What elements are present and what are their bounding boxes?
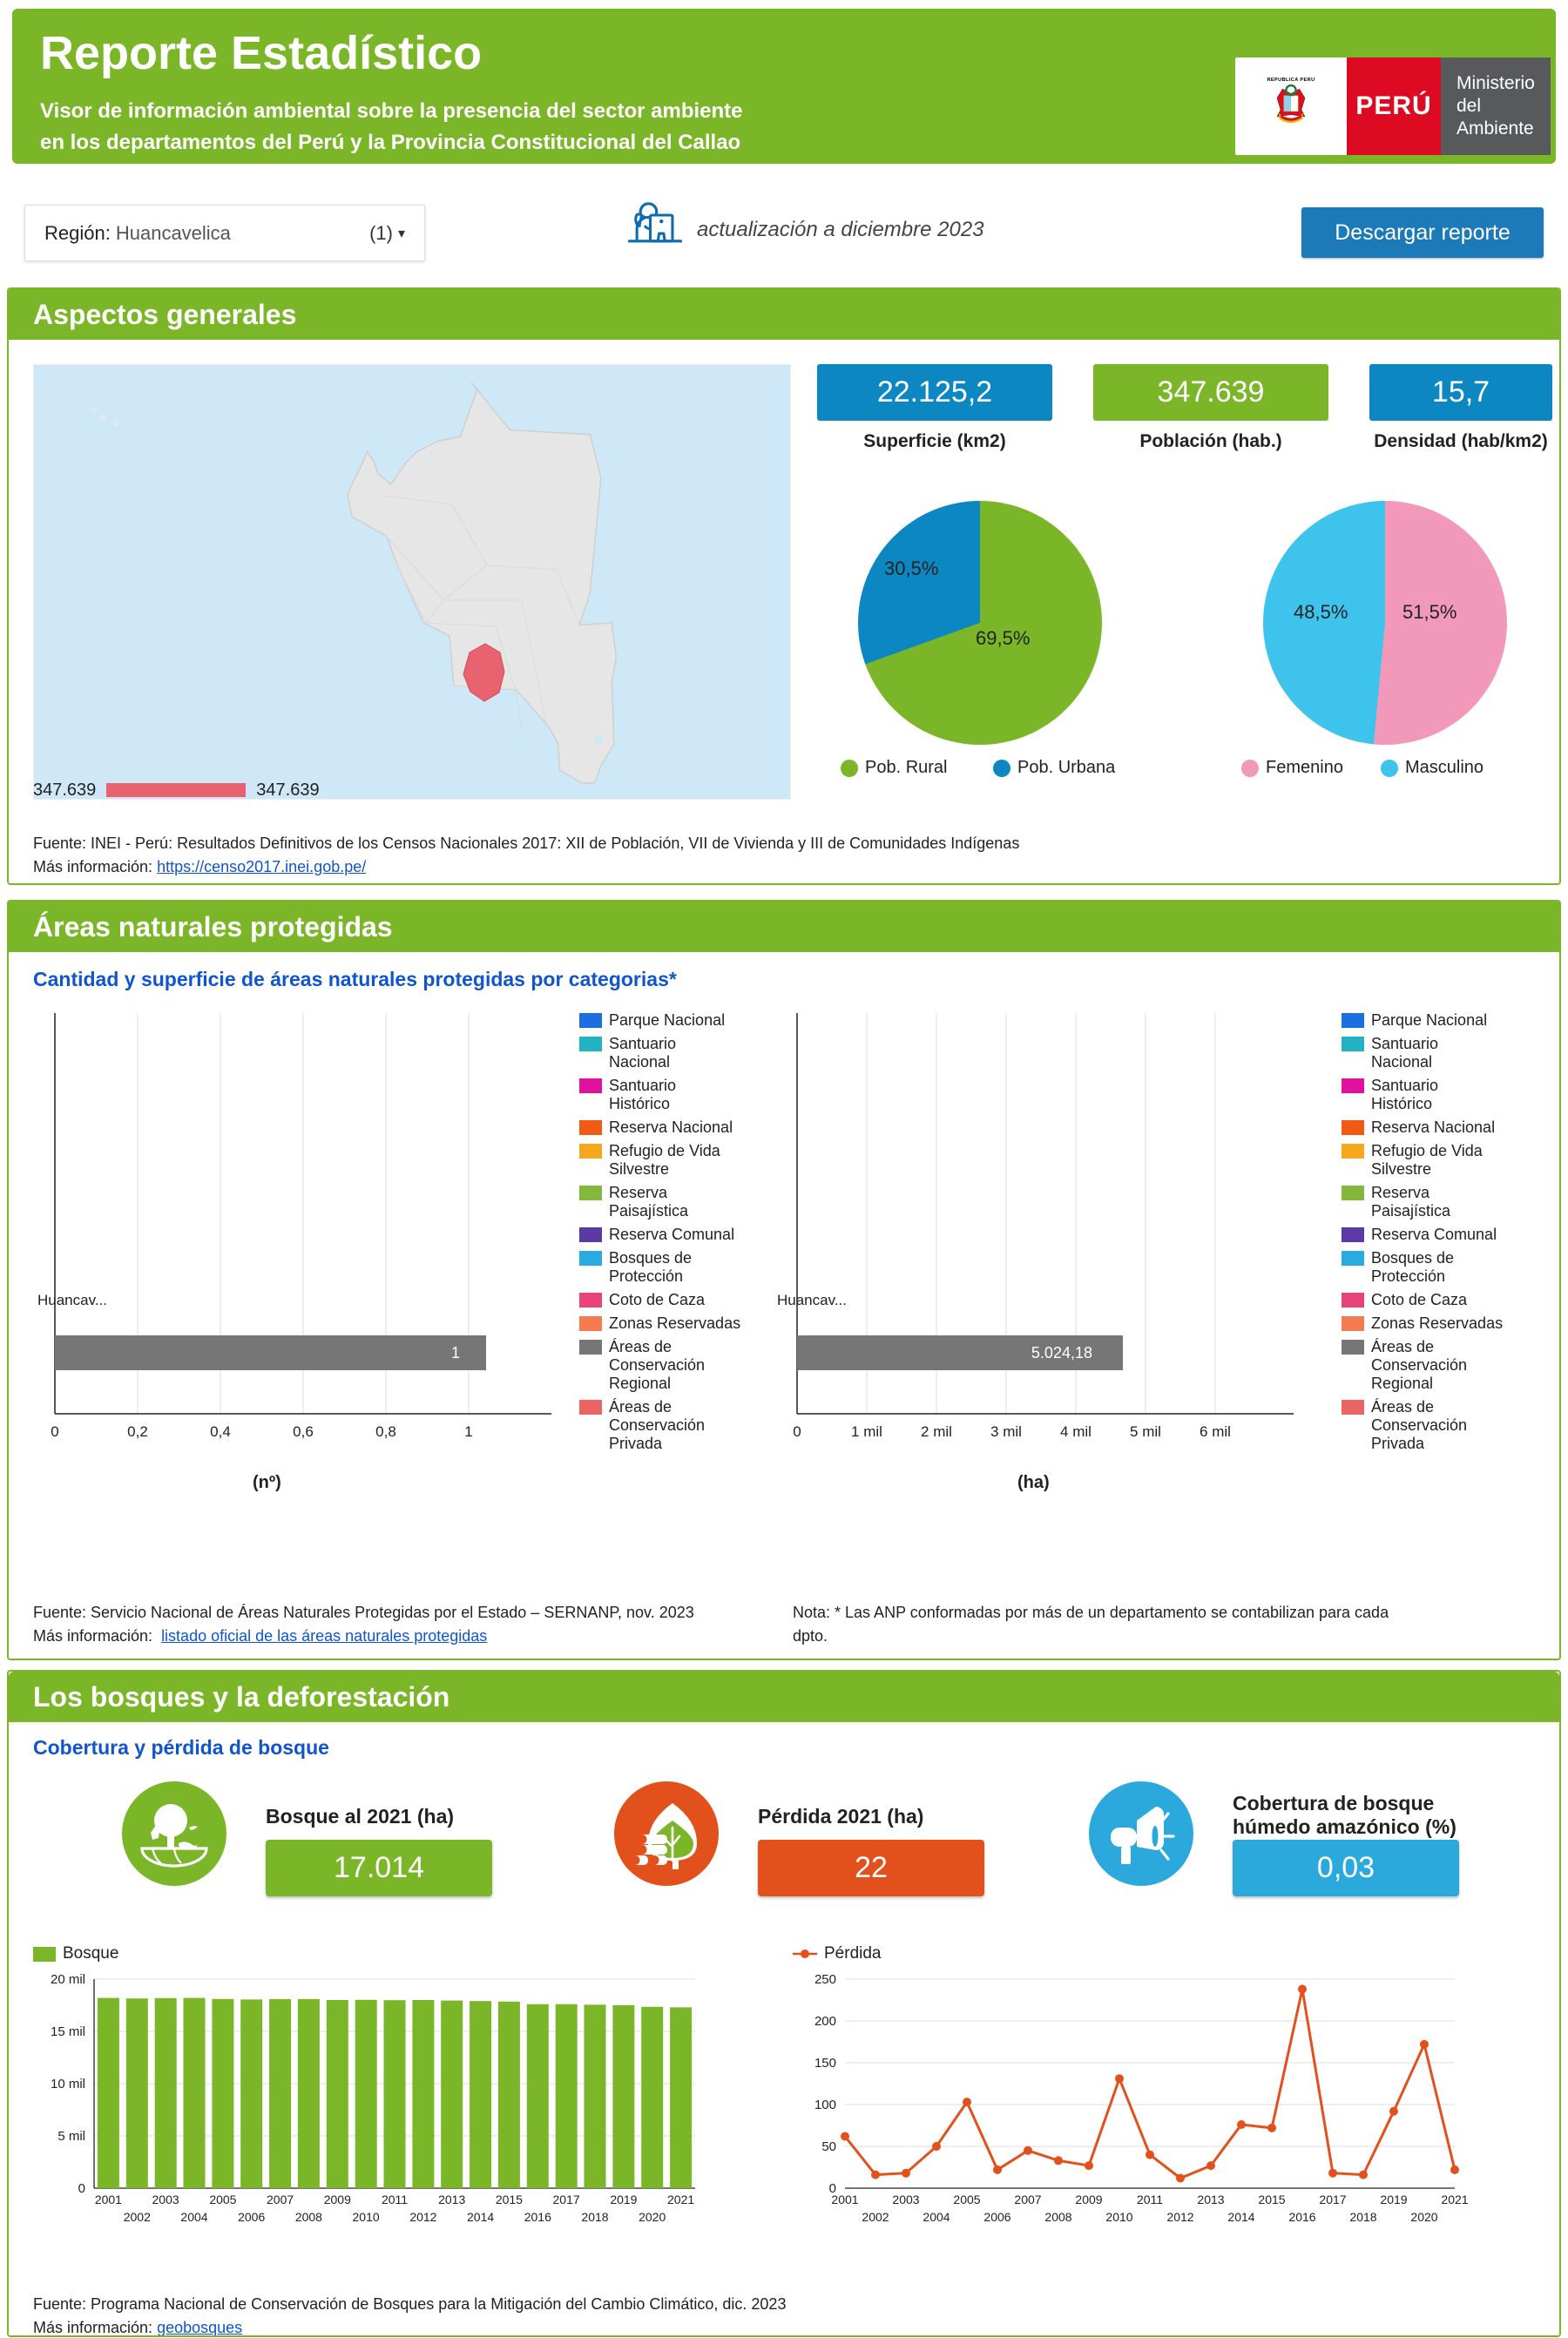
svg-text:0,8: 0,8 — [375, 1423, 396, 1440]
svg-text:2011: 2011 — [1137, 2193, 1163, 2206]
svg-text:2006: 2006 — [983, 2210, 1010, 2224]
svg-text:2001: 2001 — [831, 2193, 858, 2206]
svg-text:2018: 2018 — [1349, 2210, 1376, 2224]
svg-text:1 mil: 1 mil — [851, 1423, 882, 1440]
svg-text:1: 1 — [451, 1344, 460, 1362]
svg-text:2017: 2017 — [553, 2193, 580, 2206]
svg-text:REPUBLICA PERU: REPUBLICA PERU — [1267, 78, 1315, 83]
svg-text:200: 200 — [814, 2014, 836, 2029]
svg-text:2021: 2021 — [667, 2193, 694, 2206]
svg-text:2003: 2003 — [152, 2193, 179, 2206]
svg-text:10 mil: 10 mil — [51, 2077, 85, 2091]
svg-text:2006: 2006 — [238, 2210, 265, 2224]
svg-text:2013: 2013 — [438, 2193, 465, 2206]
svg-text:2013: 2013 — [1197, 2193, 1224, 2206]
svg-text:2019: 2019 — [1380, 2193, 1407, 2206]
svg-text:2010: 2010 — [1105, 2210, 1132, 2224]
svg-text:20 mil: 20 mil — [51, 1972, 85, 1987]
svg-text:2009: 2009 — [1075, 2193, 1102, 2206]
svg-text:0,4: 0,4 — [210, 1423, 231, 1440]
svg-text:2005: 2005 — [953, 2193, 980, 2206]
svg-text:2019: 2019 — [610, 2193, 637, 2206]
svg-text:2007: 2007 — [1014, 2193, 1041, 2206]
svg-text:5 mil: 5 mil — [57, 2129, 85, 2144]
svg-text:2005: 2005 — [209, 2193, 236, 2206]
svg-text:5.024,18: 5.024,18 — [1031, 1344, 1092, 1362]
svg-text:1: 1 — [464, 1423, 472, 1440]
svg-text:2015: 2015 — [496, 2193, 523, 2206]
svg-text:2008: 2008 — [1044, 2210, 1071, 2224]
svg-text:2002: 2002 — [124, 2210, 151, 2224]
svg-text:2015: 2015 — [1258, 2193, 1285, 2206]
svg-text:6 mil: 6 mil — [1200, 1423, 1231, 1440]
svg-text:0,2: 0,2 — [127, 1423, 148, 1440]
svg-text:2010: 2010 — [353, 2210, 380, 2224]
svg-text:2016: 2016 — [524, 2210, 551, 2224]
svg-text:2016: 2016 — [1288, 2210, 1315, 2224]
svg-text:2014: 2014 — [1227, 2210, 1254, 2224]
svg-text:15 mil: 15 mil — [51, 2024, 85, 2039]
svg-text:250: 250 — [814, 1972, 836, 1987]
svg-text:0: 0 — [51, 1423, 58, 1440]
svg-text:2008: 2008 — [295, 2210, 322, 2224]
svg-text:2021: 2021 — [1441, 2193, 1468, 2206]
svg-text:0,6: 0,6 — [293, 1423, 314, 1440]
svg-text:0: 0 — [78, 2181, 85, 2196]
svg-text:2017: 2017 — [1319, 2193, 1346, 2206]
svg-text:2009: 2009 — [324, 2193, 351, 2206]
svg-text:4 mil: 4 mil — [1060, 1423, 1092, 1440]
svg-text:2004: 2004 — [180, 2210, 207, 2224]
svg-text:3 mil: 3 mil — [990, 1423, 1022, 1440]
svg-text:2020: 2020 — [1410, 2210, 1437, 2224]
svg-text:150: 150 — [814, 2056, 836, 2071]
svg-text:2004: 2004 — [923, 2210, 950, 2224]
svg-text:2001: 2001 — [95, 2193, 122, 2206]
svg-text:2012: 2012 — [1166, 2210, 1193, 2224]
svg-text:2002: 2002 — [862, 2210, 889, 2224]
svg-text:Huancav...: Huancav... — [37, 1292, 107, 1308]
svg-text:2003: 2003 — [892, 2193, 919, 2206]
svg-text:2012: 2012 — [409, 2210, 436, 2224]
svg-text:5 mil: 5 mil — [1130, 1423, 1161, 1440]
svg-text:100: 100 — [814, 2098, 836, 2112]
svg-text:2011: 2011 — [382, 2193, 408, 2206]
svg-text:2014: 2014 — [467, 2210, 494, 2224]
svg-text:2018: 2018 — [581, 2210, 608, 2224]
svg-text:50: 50 — [821, 2139, 836, 2154]
svg-text:2 mil: 2 mil — [921, 1423, 952, 1440]
svg-text:2007: 2007 — [267, 2193, 294, 2206]
svg-text:2020: 2020 — [639, 2210, 666, 2224]
